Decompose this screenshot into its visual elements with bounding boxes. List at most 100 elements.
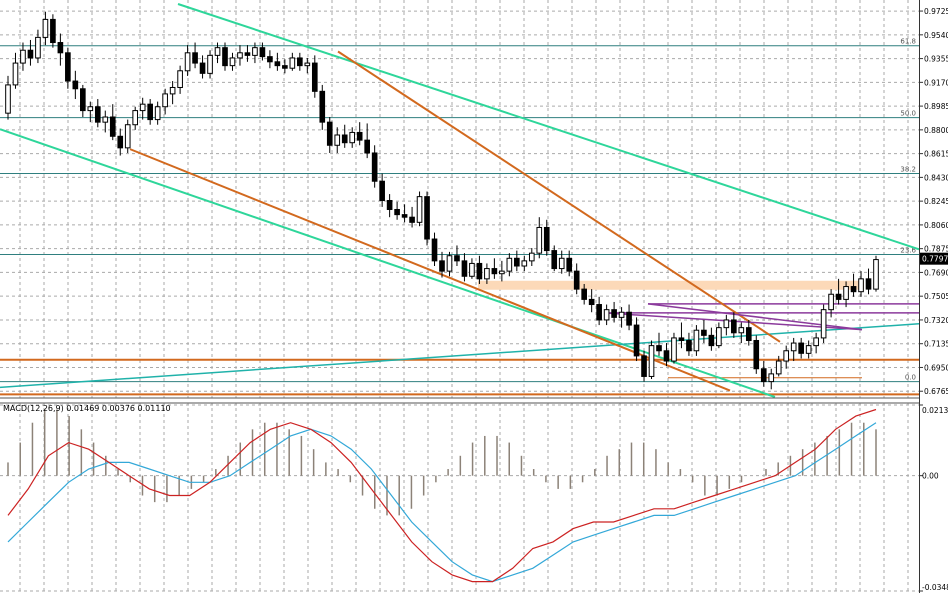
candle-bear [401,214,408,218]
candle-bull [334,134,341,146]
candle-bear [27,49,34,59]
falling-resistance [337,50,781,343]
candle-bear [491,268,498,275]
channel-upper [177,3,920,251]
current-price-tag [920,252,948,265]
candle-bear [835,293,842,300]
candle-bull [42,18,49,38]
candle-bear [379,180,385,201]
candle-bull [820,309,827,339]
price-tick-label: 0.7135 [924,340,948,349]
price-tick-label: 0.7505 [924,292,948,301]
candle-bull [162,93,168,108]
candle-bull [446,255,453,272]
candle-bear [431,238,438,262]
candle-bear [865,278,872,290]
macd-tick-label: 0.00 [922,472,939,481]
candle-bull [558,257,565,270]
candle-bear [222,47,228,67]
price-tick-label: 0.8985 [924,102,948,111]
candle-bear [371,152,378,182]
candle-bear [341,134,348,144]
candle-bull [237,52,243,59]
price-tick-label: 0.9170 [924,78,948,87]
candle-bull [775,360,782,375]
candle-bull [12,62,19,86]
candle-bull [790,342,797,352]
fib-level-label: 23.6 [900,246,916,254]
candle-bear [364,139,370,154]
candle-bear [94,106,101,123]
candle-bull [671,337,677,362]
candle-bull [177,70,183,88]
candle-bull [693,329,700,352]
price-tick-label: 0.6765 [924,387,948,396]
candle-bear [760,368,767,383]
price-tick-label: 0.8060 [924,221,948,230]
price-tick-label: 0.8615 [924,150,948,159]
candle-bear [626,311,632,326]
price-axis: 0.9725 0.9540 0.9355 0.9170 0.8985 0.8800 0.86… [919,0,948,593]
price-tick-label: 0.7320 [924,316,948,325]
candle-bull [87,106,94,112]
price-tick-label: 0.8245 [924,197,948,206]
channel-lower [0,128,776,398]
candle-bear [147,103,153,121]
fib-level-label: 50.0 [900,110,916,118]
price-tick-label: 0.6950 [924,363,948,372]
candle-bull [603,309,610,321]
candle-bull [349,131,356,144]
candle-bull [858,278,864,293]
candle-bull [469,262,475,277]
candle-bull [139,103,146,112]
macd-signal-line [7,422,877,583]
candle-bull [289,57,296,69]
candle-bull [716,327,722,347]
grid [0,0,919,593]
candle-bear [65,52,71,82]
macd-tick-label: 0.02135 [922,406,948,415]
candle-bear [57,42,64,54]
candle-bear [311,62,318,92]
price-tick-label: 0.9725 [924,7,948,16]
trend-lines [0,3,920,398]
candle-bear [409,216,415,223]
candle-bear [72,80,79,90]
descending-trend [129,148,731,392]
candle-bull [528,252,535,262]
support-zone [478,280,864,290]
price-tick-label: 0.8800 [924,126,948,135]
candle-bull [506,257,513,272]
candle-bull [207,54,213,74]
candle-bear [678,337,685,341]
fib-level-label: 0.0 [905,374,916,382]
candle-bull [35,36,41,59]
price-tick-label: 0.9540 [924,31,948,40]
candle-bull [252,47,258,56]
candle-bull [124,124,131,149]
candle-bull [805,345,812,354]
candle-bear [454,255,460,262]
macd-main-line [7,408,877,583]
candle-bull [499,270,505,275]
candle-bear [117,135,124,149]
candle-bull [873,259,879,290]
candle-bull [169,86,176,95]
rising-trend [0,323,920,389]
candle-bear [708,334,715,347]
axis-background [920,0,948,593]
candle-bull [214,47,221,56]
candle-bear [326,121,333,146]
candles [5,11,879,390]
candle-bull [154,106,161,121]
candle-bull [102,116,109,123]
candle-bear [199,62,206,74]
candle-bear [641,355,647,377]
candle-bear [753,339,760,370]
candle-bear [543,226,550,252]
candle-bull [783,350,790,362]
candle-bear [244,52,251,56]
candle-bear [686,339,692,352]
